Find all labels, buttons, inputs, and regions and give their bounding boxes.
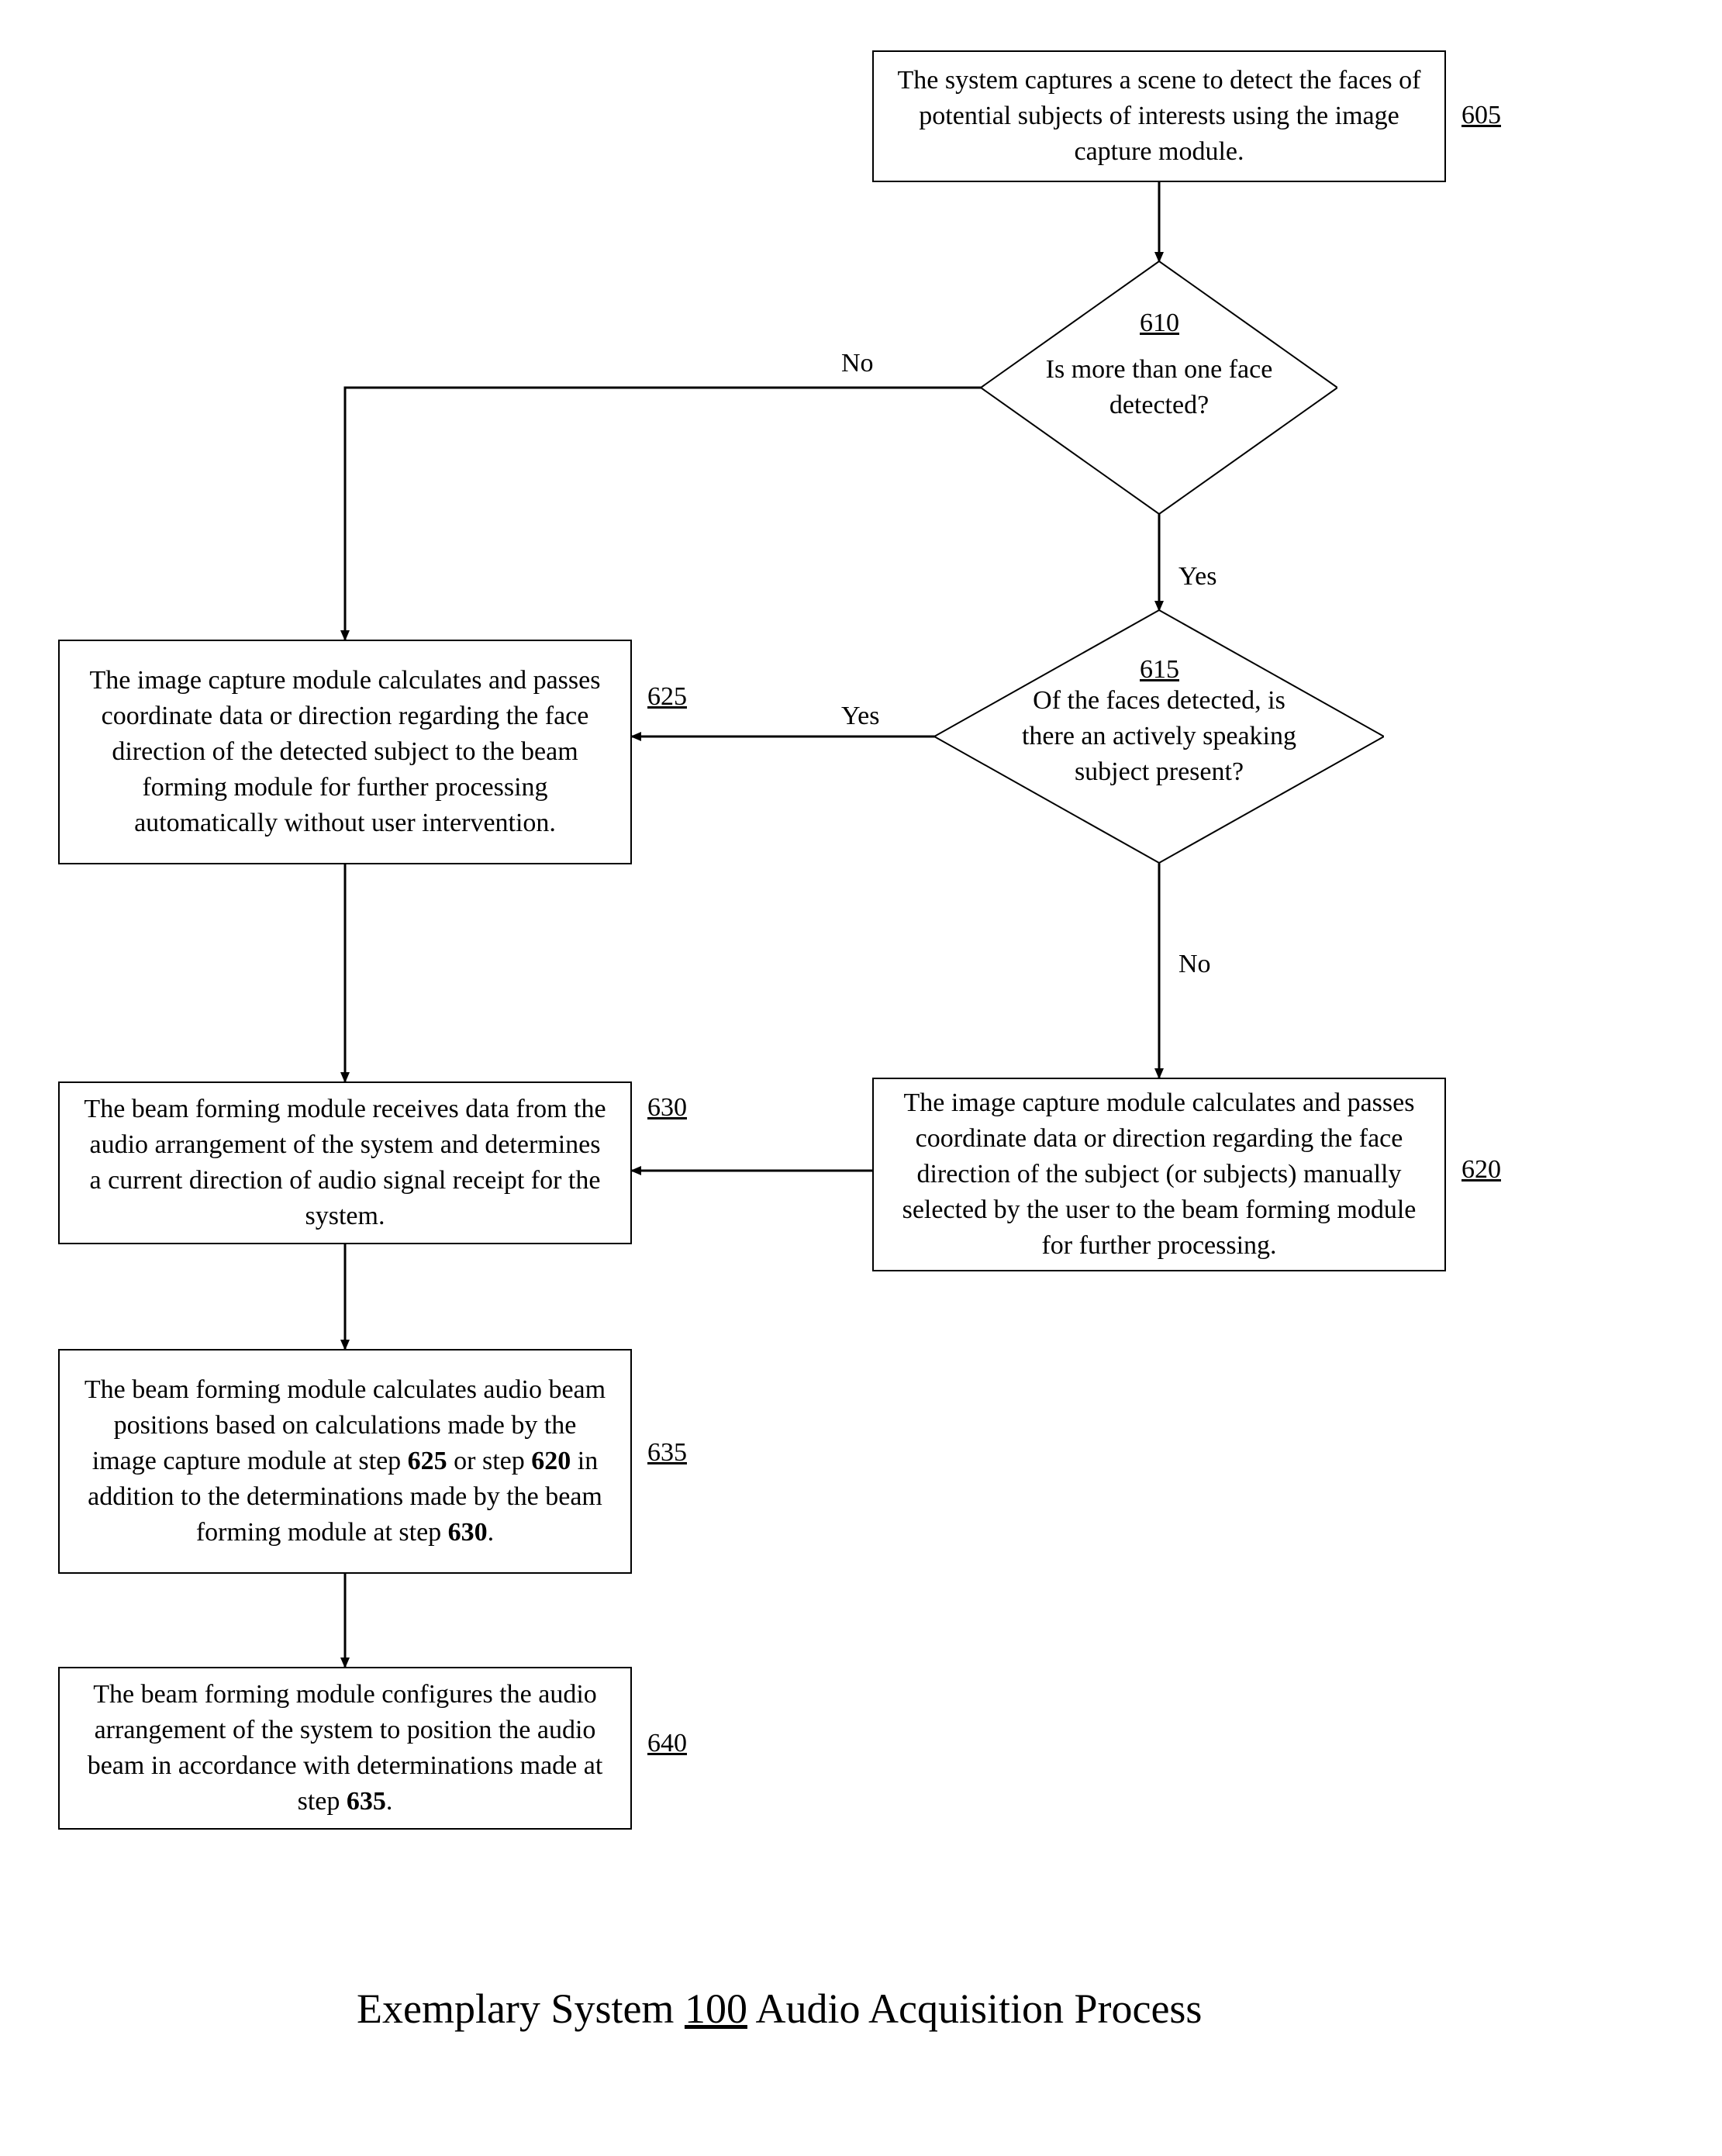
node-620: The image capture module calculates and …	[872, 1078, 1446, 1271]
ref-615: 615	[1140, 655, 1179, 685]
node-635-text: The beam forming module calculates audio…	[81, 1372, 609, 1550]
ref-610: 610	[1140, 309, 1179, 338]
node-630-text: The beam forming module receives data fr…	[81, 1092, 609, 1234]
node-640: The beam forming module configures the a…	[58, 1667, 632, 1830]
node-625-text: The image capture module calculates and …	[81, 663, 609, 840]
node-610-text: Is more than one face detected?	[981, 261, 1337, 514]
edge-label-no-615: No	[1178, 950, 1211, 979]
node-605-text: The system captures a scene to detect th…	[896, 63, 1423, 170]
node-615-text: Of the faces detected, is there an activ…	[934, 610, 1384, 863]
node-625: The image capture module calculates and …	[58, 640, 632, 864]
caption-suffix: Audio Acquisition Process	[747, 1985, 1203, 2032]
figure-caption: Exemplary System 100 Audio Acquisition P…	[357, 1985, 1202, 2033]
node-610: Is more than one face detected?	[981, 261, 1337, 514]
edge-label-no-610: No	[841, 349, 874, 378]
node-615: Of the faces detected, is there an activ…	[934, 610, 1384, 863]
ref-625: 625	[647, 682, 687, 712]
caption-prefix: Exemplary System	[357, 1985, 685, 2032]
ref-620: 620	[1461, 1155, 1501, 1185]
node-605: The system captures a scene to detect th…	[872, 50, 1446, 182]
node-620-text: The image capture module calculates and …	[896, 1085, 1423, 1263]
node-635: The beam forming module calculates audio…	[58, 1349, 632, 1574]
node-630: The beam forming module receives data fr…	[58, 1081, 632, 1244]
edge-label-yes-615: Yes	[841, 702, 879, 731]
flowchart-canvas: The system captures a scene to detect th…	[0, 0, 1722, 2156]
node-640-text: The beam forming module configures the a…	[81, 1677, 609, 1820]
caption-underlined: 100	[685, 1985, 747, 2032]
ref-630: 630	[647, 1093, 687, 1123]
edges-layer	[0, 0, 1722, 2156]
edge-label-yes-610: Yes	[1178, 562, 1216, 592]
ref-605: 605	[1461, 101, 1501, 130]
ref-635: 635	[647, 1438, 687, 1468]
ref-640: 640	[647, 1729, 687, 1758]
